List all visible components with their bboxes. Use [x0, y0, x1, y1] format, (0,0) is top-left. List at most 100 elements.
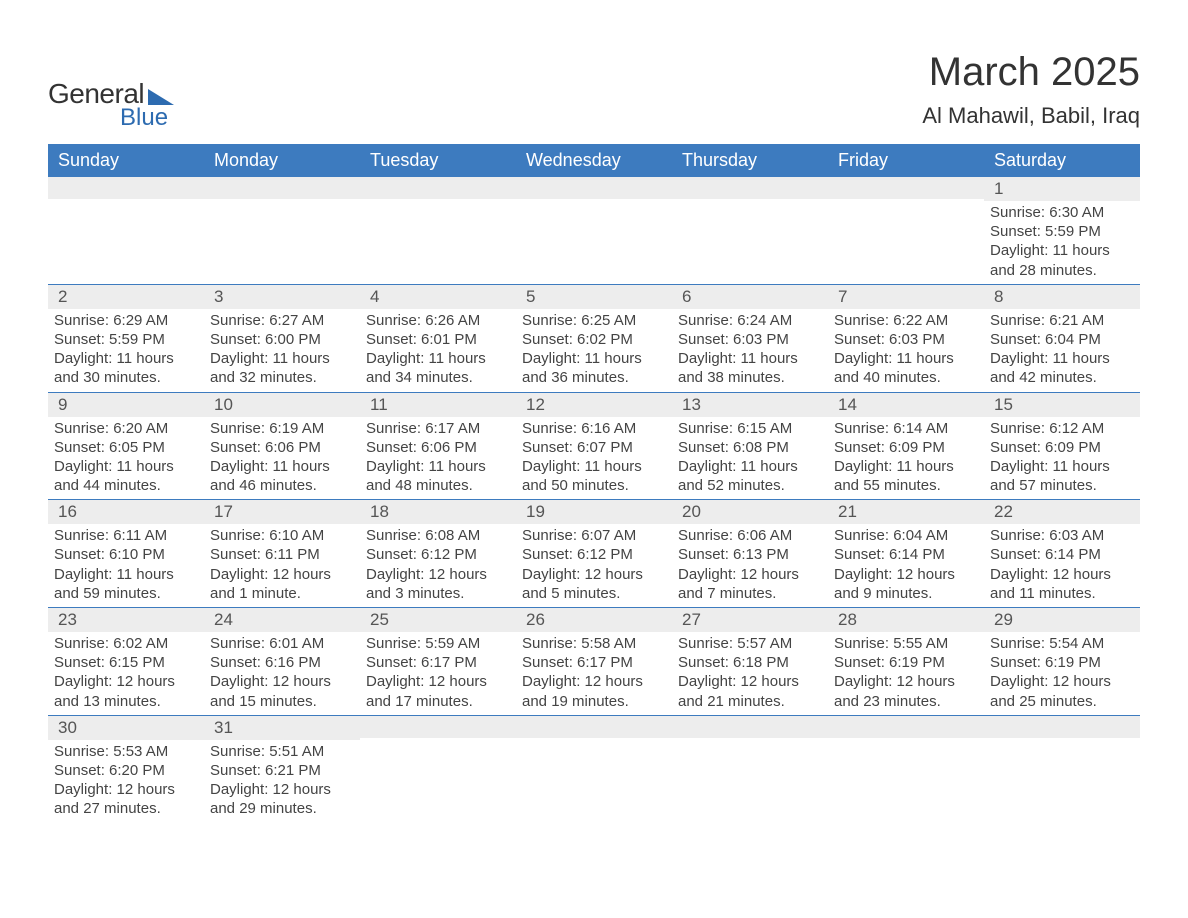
- day-body: Sunrise: 6:29 AMSunset: 5:59 PMDaylight:…: [48, 309, 204, 392]
- day-number: 15: [984, 393, 1140, 417]
- day-body: [204, 199, 360, 205]
- day-dl1: Daylight: 11 hours: [834, 457, 978, 476]
- title-block: March 2025 Al Mahawil, Babil, Iraq: [922, 50, 1140, 129]
- calendar-day: 7Sunrise: 6:22 AMSunset: 6:03 PMDaylight…: [828, 285, 984, 392]
- day-body: Sunrise: 6:12 AMSunset: 6:09 PMDaylight:…: [984, 417, 1140, 500]
- day-body: Sunrise: 6:22 AMSunset: 6:03 PMDaylight:…: [828, 309, 984, 392]
- day-sunset: Sunset: 6:11 PM: [210, 545, 354, 564]
- day-dl1: Daylight: 11 hours: [990, 349, 1134, 368]
- day-number: 17: [204, 500, 360, 524]
- day-dl1: Daylight: 11 hours: [210, 457, 354, 476]
- day-number: 25: [360, 608, 516, 632]
- dow-saturday: Saturday: [984, 144, 1140, 177]
- day-dl2: and 28 minutes.: [990, 261, 1134, 280]
- calendar-day: 21Sunrise: 6:04 AMSunset: 6:14 PMDayligh…: [828, 500, 984, 607]
- calendar-day: 18Sunrise: 6:08 AMSunset: 6:12 PMDayligh…: [360, 500, 516, 607]
- calendar-day: 13Sunrise: 6:15 AMSunset: 6:08 PMDayligh…: [672, 393, 828, 500]
- day-body: Sunrise: 6:11 AMSunset: 6:10 PMDaylight:…: [48, 524, 204, 607]
- day-body: Sunrise: 6:19 AMSunset: 6:06 PMDaylight:…: [204, 417, 360, 500]
- calendar-week: 30Sunrise: 5:53 AMSunset: 6:20 PMDayligh…: [48, 716, 1140, 823]
- calendar-week: 23Sunrise: 6:02 AMSunset: 6:15 PMDayligh…: [48, 608, 1140, 716]
- day-body: Sunrise: 6:30 AMSunset: 5:59 PMDaylight:…: [984, 201, 1140, 284]
- day-number: [828, 716, 984, 738]
- day-sunset: Sunset: 6:12 PM: [366, 545, 510, 564]
- day-number: 3: [204, 285, 360, 309]
- day-dl2: and 59 minutes.: [54, 584, 198, 603]
- calendar-day: 5Sunrise: 6:25 AMSunset: 6:02 PMDaylight…: [516, 285, 672, 392]
- day-dl2: and 21 minutes.: [678, 692, 822, 711]
- day-sunrise: Sunrise: 6:30 AM: [990, 203, 1134, 222]
- day-number: 29: [984, 608, 1140, 632]
- calendar-week: 9Sunrise: 6:20 AMSunset: 6:05 PMDaylight…: [48, 393, 1140, 501]
- day-sunset: Sunset: 6:01 PM: [366, 330, 510, 349]
- brand-blue: Blue: [120, 104, 168, 132]
- day-dl2: and 5 minutes.: [522, 584, 666, 603]
- day-dl1: Daylight: 12 hours: [834, 565, 978, 584]
- day-body: [516, 738, 672, 744]
- day-body: Sunrise: 5:59 AMSunset: 6:17 PMDaylight:…: [360, 632, 516, 715]
- day-sunrise: Sunrise: 6:11 AM: [54, 526, 198, 545]
- day-dl1: Daylight: 11 hours: [366, 349, 510, 368]
- calendar-day: 17Sunrise: 6:10 AMSunset: 6:11 PMDayligh…: [204, 500, 360, 607]
- day-dl1: Daylight: 12 hours: [210, 565, 354, 584]
- day-number: [516, 177, 672, 199]
- day-sunset: Sunset: 6:10 PM: [54, 545, 198, 564]
- page-subtitle: Al Mahawil, Babil, Iraq: [922, 103, 1140, 129]
- day-sunrise: Sunrise: 6:01 AM: [210, 634, 354, 653]
- day-body: [984, 738, 1140, 744]
- day-number: [516, 716, 672, 738]
- day-number: 16: [48, 500, 204, 524]
- day-body: Sunrise: 6:06 AMSunset: 6:13 PMDaylight:…: [672, 524, 828, 607]
- day-dl1: Daylight: 12 hours: [210, 780, 354, 799]
- day-number: 26: [516, 608, 672, 632]
- day-sunset: Sunset: 6:17 PM: [522, 653, 666, 672]
- day-dl1: Daylight: 12 hours: [834, 672, 978, 691]
- day-dl1: Daylight: 11 hours: [366, 457, 510, 476]
- day-number: 8: [984, 285, 1140, 309]
- page-header: General Blue March 2025 Al Mahawil, Babi…: [48, 50, 1140, 132]
- day-sunset: Sunset: 6:03 PM: [834, 330, 978, 349]
- day-number: 21: [828, 500, 984, 524]
- day-sunrise: Sunrise: 5:57 AM: [678, 634, 822, 653]
- day-dl1: Daylight: 12 hours: [210, 672, 354, 691]
- day-number: 27: [672, 608, 828, 632]
- day-dl1: Daylight: 11 hours: [54, 457, 198, 476]
- calendar: Sunday Monday Tuesday Wednesday Thursday…: [48, 144, 1140, 823]
- day-number: 11: [360, 393, 516, 417]
- calendar-day: 28Sunrise: 5:55 AMSunset: 6:19 PMDayligh…: [828, 608, 984, 715]
- day-dl1: Daylight: 12 hours: [522, 672, 666, 691]
- day-number: [204, 177, 360, 199]
- day-sunset: Sunset: 6:05 PM: [54, 438, 198, 457]
- day-dl1: Daylight: 11 hours: [834, 349, 978, 368]
- calendar-day: 27Sunrise: 5:57 AMSunset: 6:18 PMDayligh…: [672, 608, 828, 715]
- calendar-day: [48, 177, 204, 284]
- day-body: [360, 738, 516, 744]
- day-dl2: and 30 minutes.: [54, 368, 198, 387]
- day-dl2: and 34 minutes.: [366, 368, 510, 387]
- day-dl2: and 1 minute.: [210, 584, 354, 603]
- day-sunrise: Sunrise: 5:59 AM: [366, 634, 510, 653]
- day-number: [360, 716, 516, 738]
- day-dl2: and 55 minutes.: [834, 476, 978, 495]
- day-number: 10: [204, 393, 360, 417]
- day-sunrise: Sunrise: 6:17 AM: [366, 419, 510, 438]
- day-body: [516, 199, 672, 205]
- day-number: 18: [360, 500, 516, 524]
- day-sunset: Sunset: 6:13 PM: [678, 545, 822, 564]
- day-dl2: and 23 minutes.: [834, 692, 978, 711]
- day-body: Sunrise: 5:51 AMSunset: 6:21 PMDaylight:…: [204, 740, 360, 823]
- day-sunset: Sunset: 6:04 PM: [990, 330, 1134, 349]
- calendar-day: [672, 177, 828, 284]
- day-body: Sunrise: 6:21 AMSunset: 6:04 PMDaylight:…: [984, 309, 1140, 392]
- day-dl2: and 11 minutes.: [990, 584, 1134, 603]
- day-dl2: and 29 minutes.: [210, 799, 354, 818]
- day-sunset: Sunset: 6:03 PM: [678, 330, 822, 349]
- day-dl2: and 52 minutes.: [678, 476, 822, 495]
- day-dl2: and 46 minutes.: [210, 476, 354, 495]
- calendar-day: 22Sunrise: 6:03 AMSunset: 6:14 PMDayligh…: [984, 500, 1140, 607]
- dow-wednesday: Wednesday: [516, 144, 672, 177]
- day-body: Sunrise: 6:24 AMSunset: 6:03 PMDaylight:…: [672, 309, 828, 392]
- day-dl2: and 9 minutes.: [834, 584, 978, 603]
- day-number: [48, 177, 204, 199]
- day-body: Sunrise: 6:16 AMSunset: 6:07 PMDaylight:…: [516, 417, 672, 500]
